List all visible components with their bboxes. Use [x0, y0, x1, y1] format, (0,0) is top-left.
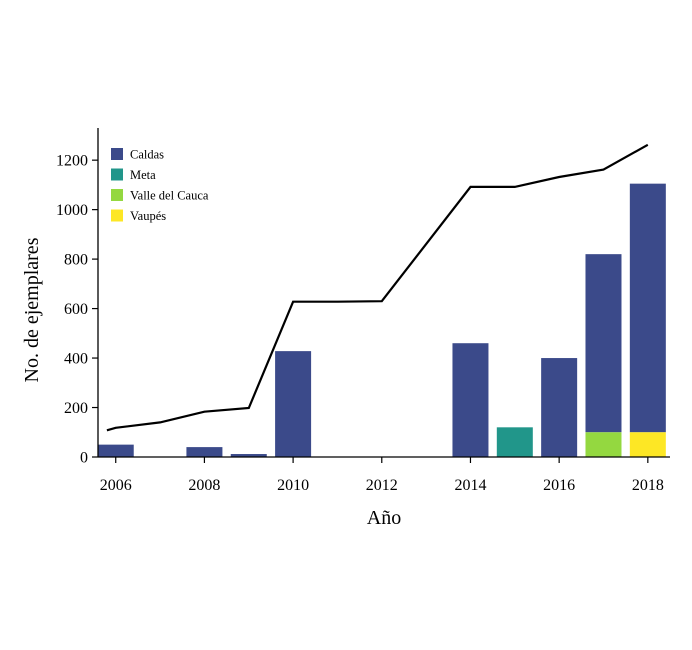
cumulative-line-layer — [106, 143, 649, 432]
bar-caldas-2016 — [541, 358, 578, 457]
bars-layer — [97, 183, 666, 457]
legend-swatch-vaupes — [111, 209, 123, 222]
legend-swatch-meta — [111, 168, 123, 181]
x-tick-label-2006: 2006 — [100, 477, 132, 494]
bar-caldas-2014 — [452, 343, 489, 457]
y-tick-label-600: 600 — [64, 301, 88, 318]
x-tick-label-2016: 2016 — [543, 477, 575, 494]
y-tick-label-1200: 1200 — [56, 153, 88, 170]
legend-label-caldas: Caldas — [130, 148, 164, 162]
x-tick-label-2018: 2018 — [632, 477, 664, 494]
x-tick-label-2010: 2010 — [277, 477, 309, 494]
y-axis-title: No. de ejemplares — [21, 237, 43, 382]
y-tick-label-0: 0 — [80, 450, 88, 467]
y-tick-label-200: 200 — [64, 400, 88, 417]
axes: 0 200 400 600 800 1000 1200 2006 2008 2010 2012 201… — [56, 128, 670, 494]
legend-label-meta: Meta — [130, 168, 156, 182]
y-tick-label-800: 800 — [64, 252, 88, 269]
x-tick-label-2008: 2008 — [188, 477, 220, 494]
bar-caldas-2008 — [186, 447, 223, 457]
x-tick-label-2012: 2012 — [366, 477, 398, 494]
legend-swatch-caldas — [111, 148, 123, 160]
bar-caldas-2010 — [275, 351, 312, 457]
x-axis-title: Año — [367, 507, 401, 529]
bar-caldas-2018 — [629, 183, 666, 433]
bar-vaupes-2018 — [629, 432, 666, 457]
x-tick-label-2014: 2014 — [454, 477, 486, 494]
bar-meta-2015 — [496, 427, 533, 457]
bar-caldas-2017 — [585, 254, 622, 433]
legend: Caldas Meta Valle del Cauca Vaupés — [111, 148, 209, 223]
bar-caldas-2009 — [230, 454, 267, 457]
cumulative-line — [106, 143, 649, 432]
legend-label-valle-del-cauca: Valle del Cauca — [130, 189, 209, 203]
legend-label-vaupes: Vaupés — [130, 209, 166, 223]
bar-caldas-2006 — [97, 444, 134, 457]
legend-swatch-valle-del-cauca — [111, 189, 123, 201]
y-tick-label-1000: 1000 — [56, 202, 88, 219]
bar-valle-del-cauca-2017 — [585, 432, 622, 457]
y-tick-label-400: 400 — [64, 351, 88, 368]
